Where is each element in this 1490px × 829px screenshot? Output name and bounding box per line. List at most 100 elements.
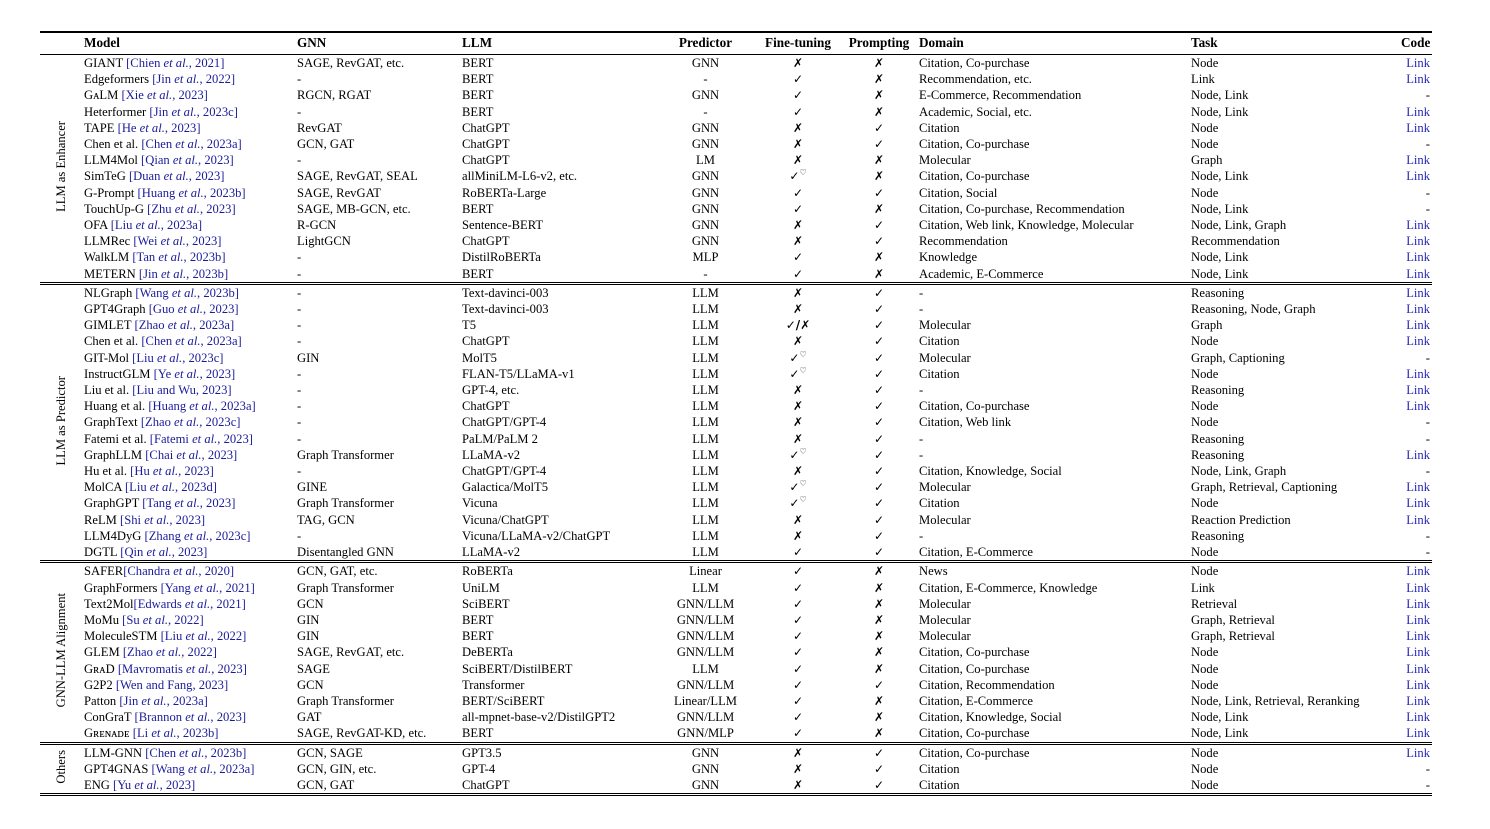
code-link[interactable]: Link (1406, 120, 1430, 135)
prompting-cell: ✗ (841, 644, 917, 660)
code-link[interactable]: Link (1406, 661, 1430, 676)
citation-link[interactable]: [Wang et al., 2023b] (135, 285, 239, 300)
citation-link[interactable]: [Liu and Wu, 2023] (132, 383, 232, 398)
domain-cell: Academic, Social, etc. (919, 104, 1032, 119)
prompting-cell: ✓ (841, 120, 917, 136)
citation-link[interactable]: [Zhao et al., 2023c] (140, 415, 241, 430)
citation-link[interactable]: [Wen and Fang, 2023] (115, 677, 229, 692)
citation-link[interactable]: [Zhao et al., 2022] (122, 645, 217, 660)
citation-link[interactable]: [Qin et al., 2023] (120, 545, 208, 560)
code-link[interactable]: Link (1406, 250, 1430, 265)
citation-link[interactable]: [Chen et al., 2023a] (141, 137, 242, 152)
citation-link[interactable]: [Wei et al., 2023] (133, 234, 222, 249)
citation-link[interactable]: [Chai et al., 2023] (145, 447, 238, 462)
citation-link[interactable]: [Qian et al., 2023] (141, 153, 234, 168)
citation-link[interactable]: [Hu et al., 2023] (130, 464, 214, 479)
citation-link[interactable]: [Chen et al., 2023a] (141, 334, 242, 349)
cross-icon: ✗ (792, 745, 804, 760)
citation-link[interactable]: [Su et al., 2022] (122, 612, 204, 627)
model-cell: GraphGPT [Tang et al., 2023] (82, 495, 295, 511)
model-cell: ConGraT [Brannon et al., 2023] (82, 709, 295, 725)
code-link[interactable]: Link (1406, 612, 1430, 627)
citation-link[interactable]: [Yang et al., 2021] (160, 580, 255, 595)
citation-link[interactable]: [Ye et al., 2023] (153, 366, 236, 381)
check-icon: ✓ (792, 710, 804, 725)
code-link[interactable]: Link (1406, 564, 1430, 579)
code-cell: Link (1399, 266, 1432, 284)
citation-link[interactable]: [Xie et al., 2023] (121, 88, 208, 103)
code-link[interactable]: Link (1406, 302, 1430, 317)
citation-link[interactable]: [Zhao et al., 2023a] (134, 318, 235, 333)
citation-link[interactable]: [Chen et al., 2023b] (145, 745, 247, 760)
code-link[interactable]: Link (1406, 726, 1430, 741)
citation-link[interactable]: [Brannon et al., 2023] (134, 710, 247, 725)
citation-link[interactable]: [Yu et al., 2023] (113, 777, 196, 792)
code-link[interactable]: Link (1406, 480, 1430, 495)
citation-link[interactable]: [Edwards et al., 2021] (133, 596, 246, 611)
citation-link[interactable]: [Zhu et al., 2023] (147, 201, 236, 216)
domain-cell: Molecular (919, 318, 971, 333)
code-link[interactable]: Link (1406, 334, 1430, 349)
citation-link[interactable]: [Tan et al., 2023b] (132, 250, 226, 265)
prompting-cell: ✗ (841, 709, 917, 725)
code-link[interactable]: Link (1406, 710, 1430, 725)
code-link[interactable]: Link (1406, 693, 1430, 708)
domain-cell: Citation, Co-purchase (919, 169, 1030, 184)
code-link[interactable]: Link (1406, 399, 1430, 414)
code-link[interactable]: Link (1406, 447, 1430, 462)
code-link[interactable]: Link (1406, 153, 1430, 168)
citation-link[interactable]: [Li et al., 2023b] (132, 726, 219, 741)
code-link[interactable]: Link (1406, 629, 1430, 644)
citation-link[interactable]: [Chien et al., 2021] (126, 56, 225, 70)
llm-cell: ChatGPT (462, 234, 510, 249)
domain-cell: Molecular (919, 596, 971, 611)
check-icon: ✓ (792, 580, 804, 595)
code-link[interactable]: Link (1406, 266, 1430, 281)
citation-link[interactable]: [Shi et al., 2023] (120, 512, 206, 527)
citation-link[interactable]: [Liu et al., 2022] (160, 629, 247, 644)
code-link[interactable]: Link (1406, 645, 1430, 660)
citation-link[interactable]: [Fatemi et al., 2023] (149, 431, 253, 446)
citation-link[interactable]: [Chandra et al., 2020] (123, 564, 235, 579)
model-name: G2P2 (84, 677, 116, 692)
citation-link[interactable]: [Duan et al., 2023] (128, 169, 225, 184)
code-link[interactable]: Link (1406, 218, 1430, 233)
citation-link[interactable]: [Jin et al., 2023a] (119, 693, 208, 708)
citation-link[interactable]: [Jin et al., 2023b] (138, 266, 229, 281)
table-row: Huang et al. [Huang et al., 2023a] - ChatG… (40, 398, 1432, 414)
code-link[interactable]: Link (1406, 104, 1430, 119)
code-link[interactable]: Link (1406, 318, 1430, 333)
code-link[interactable]: Link (1406, 580, 1430, 595)
domain-cell: Citation, Web link (919, 415, 1012, 430)
code-link[interactable]: Link (1406, 72, 1430, 87)
code-link[interactable]: Link (1406, 366, 1430, 381)
code-link[interactable]: Link (1406, 596, 1430, 611)
citation-link[interactable]: [Jin et al., 2023c] (149, 104, 238, 119)
citation-link[interactable]: [Jin et al., 2022] (152, 72, 236, 87)
code-link[interactable]: Link (1406, 383, 1430, 398)
citation-link[interactable]: [Tang et al., 2023] (142, 496, 236, 511)
code-link[interactable]: Link (1406, 56, 1430, 70)
code-link[interactable]: Link (1406, 512, 1430, 527)
check-icon: ✓ (792, 545, 804, 560)
citation-link[interactable]: [Liu et al., 2023a] (110, 218, 203, 233)
citation-link[interactable]: [Guo et al., 2023] (148, 302, 239, 317)
code-link[interactable]: Link (1406, 234, 1430, 249)
citation-link[interactable]: [Zhang et al., 2023c] (144, 528, 251, 543)
citation-link[interactable]: [He et al., 2023] (117, 120, 201, 135)
predictor-cell: LLM (692, 302, 719, 317)
citation-link[interactable]: [Liu et al., 2023d] (124, 480, 217, 495)
model-name: GLEM (84, 645, 123, 660)
citation-link[interactable]: [Mavromatis et al., 2023] (117, 661, 247, 676)
citation-link[interactable]: [Wang et al., 2023a] (151, 761, 255, 776)
code-link[interactable]: Link (1406, 285, 1430, 300)
table-row: Patton [Jin et al., 2023a] Graph Transfor… (40, 693, 1432, 709)
code-link[interactable]: Link (1406, 745, 1430, 760)
code-link[interactable]: Link (1406, 496, 1430, 511)
code-link[interactable]: Link (1406, 169, 1430, 184)
code-link[interactable]: Link (1406, 677, 1430, 692)
predictor-cell: LLM (692, 447, 719, 462)
citation-link[interactable]: [Huang et al., 2023a] (148, 399, 256, 414)
citation-link[interactable]: [Liu et al., 2023c] (132, 350, 224, 365)
citation-link[interactable]: [Huang et al., 2023b] (137, 185, 246, 200)
